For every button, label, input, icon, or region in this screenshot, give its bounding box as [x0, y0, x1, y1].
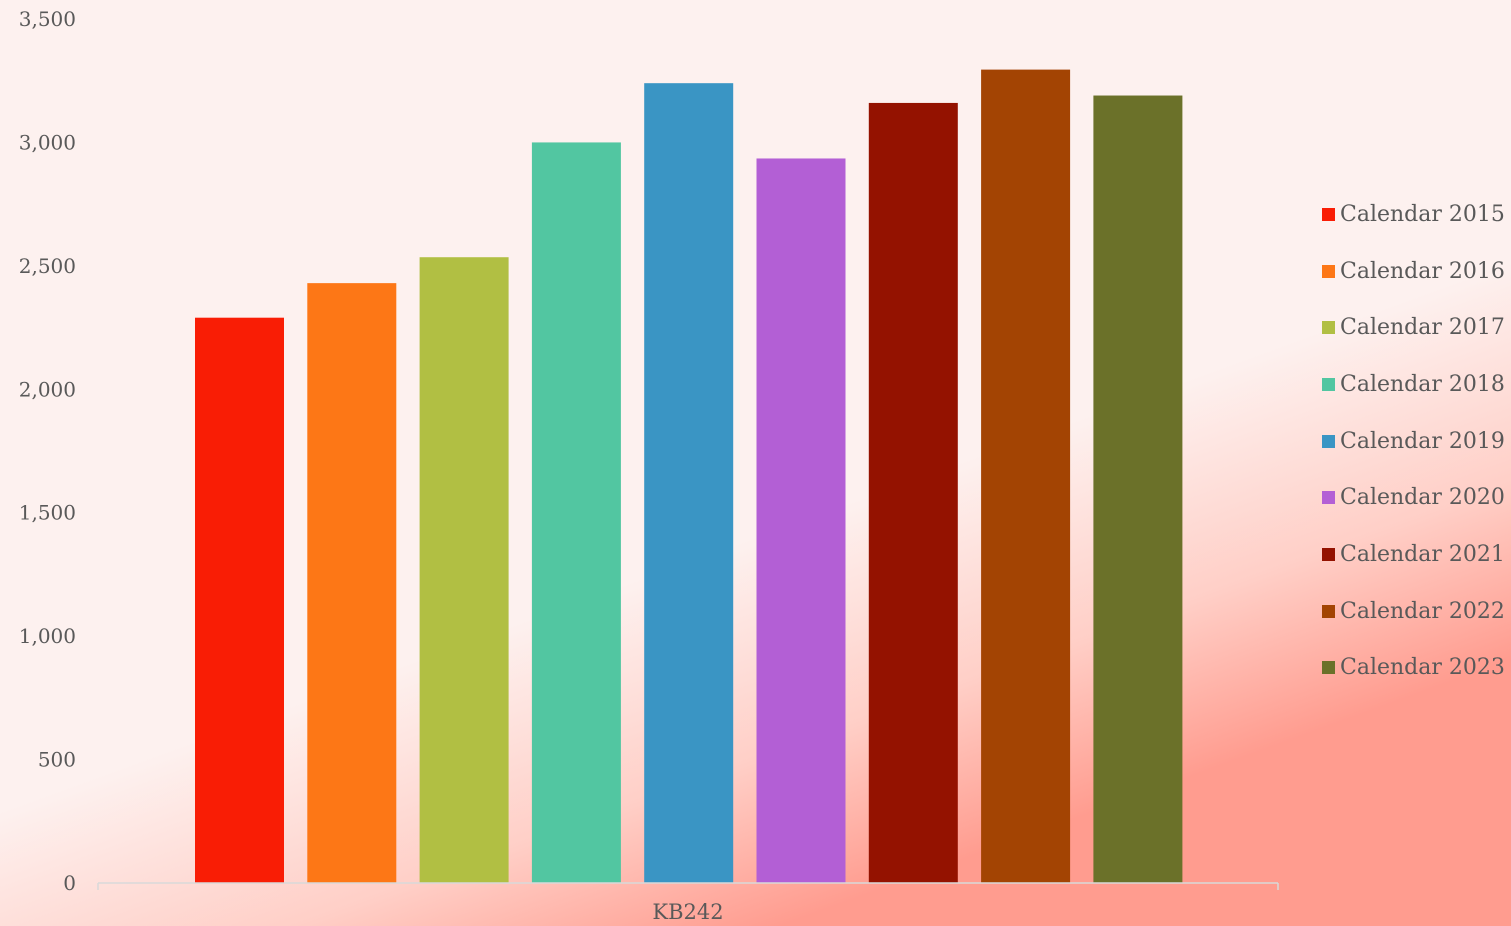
legend-swatch	[1322, 207, 1335, 221]
x-category-label: KB242	[652, 900, 723, 924]
y-tick-label: 500	[38, 748, 76, 772]
bar-calendar-2019	[644, 83, 734, 883]
legend-swatch	[1322, 547, 1335, 561]
y-tick-label: 1,000	[19, 624, 76, 648]
bar-calendar-2022	[981, 69, 1071, 883]
y-tick-label: 1,500	[19, 501, 76, 525]
legend-label: Calendar 2016	[1340, 258, 1505, 284]
bar-calendar-2018	[531, 142, 621, 883]
bar-calendar-2020	[756, 158, 846, 883]
y-axis: 0 500 1,000 1,500 2,000 2,500 3,000 3,500	[19, 7, 76, 895]
legend-label: Calendar 2019	[1340, 428, 1505, 454]
x-axis: KB242	[652, 900, 723, 924]
legend-item: Calendar 2021	[1322, 526, 1505, 583]
legend-item: Calendar 2017	[1322, 299, 1505, 356]
legend-swatch	[1322, 321, 1335, 335]
bar-calendar-2023	[1093, 95, 1183, 884]
bars	[195, 69, 1183, 884]
y-tick-label: 2,000	[19, 377, 76, 401]
legend-swatch	[1322, 377, 1335, 391]
y-tick-label: 3,000	[19, 130, 76, 154]
legend-swatch	[1322, 264, 1335, 278]
legend-label: Calendar 2021	[1340, 541, 1505, 567]
legend-label: Calendar 2015	[1340, 201, 1505, 227]
legend-item: Calendar 2019	[1322, 413, 1505, 470]
legend-swatch	[1322, 604, 1335, 618]
legend-swatch	[1322, 661, 1335, 675]
legend: Calendar 2015 Calendar 2016 Calendar 2017 C…	[1322, 186, 1505, 696]
y-tick-label: 2,500	[19, 254, 76, 278]
legend-label: Calendar 2022	[1340, 598, 1505, 624]
legend-item: Calendar 2015	[1322, 186, 1505, 243]
legend-label: Calendar 2023	[1340, 655, 1505, 681]
legend-label: Calendar 2018	[1340, 371, 1505, 397]
legend-swatch	[1322, 491, 1335, 505]
bar-calendar-2021	[868, 102, 958, 884]
legend-item: Calendar 2016	[1322, 243, 1505, 300]
bar-calendar-2016	[307, 283, 397, 883]
y-tick-label: 0	[63, 871, 76, 895]
legend-item: Calendar 2018	[1322, 356, 1505, 413]
legend-item: Calendar 2022	[1322, 583, 1505, 640]
legend-item: Calendar 2023	[1322, 640, 1505, 697]
legend-label: Calendar 2017	[1340, 315, 1505, 341]
legend-swatch	[1322, 434, 1335, 448]
bar-calendar-2015	[195, 317, 284, 883]
bar-calendar-2017	[419, 257, 509, 883]
legend-label: Calendar 2020	[1340, 485, 1505, 511]
legend-item: Calendar 2020	[1322, 469, 1505, 526]
y-tick-label: 3,500	[19, 7, 76, 31]
